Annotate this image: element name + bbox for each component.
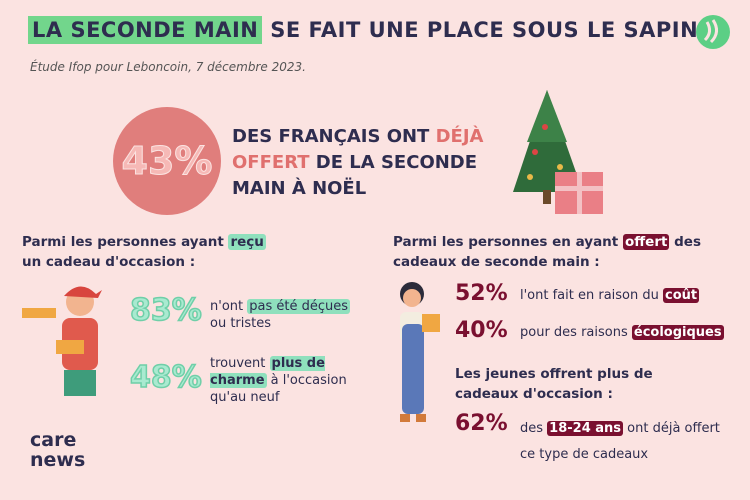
stat: 62% xyxy=(455,411,508,436)
stat: 40% xyxy=(455,318,508,343)
source: Étude Ifop pour Leboncoin, 7 décembre 20… xyxy=(30,60,306,74)
highlight: DÉJÀ OFFERT xyxy=(232,126,484,173)
young-heading: Les jeunes offrent plus de cadeaux d'occ… xyxy=(455,366,653,402)
girl-illustration xyxy=(400,282,440,422)
text: l'ont fait en raison du xyxy=(520,288,664,303)
title-rest: SE FAIT UNE PLACE SOUS LE SAPIN xyxy=(262,18,699,42)
title-highlight: LA SECONDE MAIN xyxy=(28,16,263,44)
highlight: offert xyxy=(622,234,670,250)
text: un cadeau d'occasion : xyxy=(22,254,196,270)
text: Parmi les personnes en ayant xyxy=(393,234,623,250)
highlight: écologiques xyxy=(631,325,724,340)
headline-stat-circle: 43% xyxy=(113,107,221,215)
text: ou tristes xyxy=(210,316,272,331)
stat-text: trouvent plus de charme à l'occasion qu'… xyxy=(210,355,360,406)
highlight: pas été déçues xyxy=(247,299,351,314)
text: ont déjà offert ce type de cadeaux xyxy=(520,421,720,462)
headline-text: DES FRANÇAIS ONT DÉJÀ OFFERT DE LA SECON… xyxy=(232,124,502,202)
christmas-tree xyxy=(513,90,603,214)
logo-text: news xyxy=(30,449,86,471)
brand-icon xyxy=(696,15,730,49)
highlight: reçu xyxy=(228,234,266,250)
offered-heading: Parmi les personnes en ayant offert des … xyxy=(393,232,713,272)
highlight: coût xyxy=(663,288,700,303)
logo-text: care xyxy=(30,429,77,451)
text: à l'occasion qu'au neuf xyxy=(210,373,347,405)
stat-text: des 18-24 ans ont déjà offert ce type de… xyxy=(520,416,735,468)
text: pour des raisons xyxy=(520,325,632,340)
stat-text: l'ont fait en raison du coût xyxy=(520,287,700,304)
stat-text: pour des raisons écologiques xyxy=(520,324,724,341)
text: Parmi les personnes ayant xyxy=(22,234,229,250)
highlight: 18-24 ans xyxy=(547,421,624,436)
text: DES FRANÇAIS ONT xyxy=(232,126,436,147)
stat: 48% xyxy=(129,359,202,396)
text: n'ont xyxy=(210,299,248,314)
stat: 83% xyxy=(129,292,202,329)
text: trouvent xyxy=(210,356,270,371)
stat-text: n'ont pas été déçues ou tristes xyxy=(210,298,370,332)
text: DE LA SECONDE MAIN À NOËL xyxy=(232,152,478,199)
received-heading: Parmi les personnes ayant reçu un cadeau… xyxy=(22,232,282,272)
person-illustration xyxy=(22,286,102,396)
logo: care news xyxy=(30,430,85,470)
text: des cadeaux de seconde main : xyxy=(393,234,701,270)
headline-stat: 43% xyxy=(121,139,213,184)
title: LA SECONDE MAIN SE FAIT UNE PLACE SOUS L… xyxy=(28,16,699,44)
stat: 52% xyxy=(455,281,508,306)
text: des xyxy=(520,421,548,436)
